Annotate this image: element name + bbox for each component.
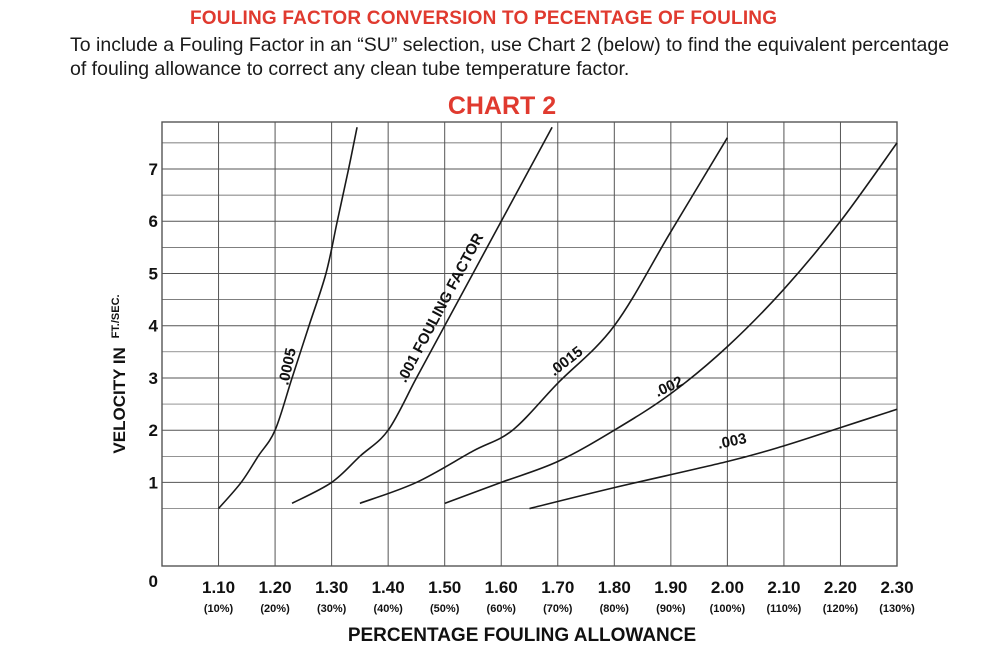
x-tick-label: 1.80 — [598, 578, 631, 597]
x-axis-ticks: 1.10 (10%) 1.20 (20%) 1.30 (30%) 1.40 (40%) 1.50… — [202, 578, 915, 615]
x-tick-sublabel: (30%) — [317, 603, 347, 615]
x-tick-label: 2.00 — [711, 578, 744, 597]
series-line-2 — [359, 137, 729, 505]
y-tick-label: 6 — [149, 212, 158, 231]
x-tick-label: 1.50 — [428, 578, 461, 597]
x-tick-label: 1.40 — [372, 578, 405, 597]
y-tick-label: 7 — [149, 160, 158, 179]
x-tick-sublabel: (40%) — [373, 603, 403, 615]
chart-curve-labels: .0005.001 FOULING FACTOR .0015.002.003 — [275, 230, 748, 452]
x-tick-sublabel: (130%) — [879, 603, 915, 615]
y-axis-label-main: VELOCITY IN — [110, 347, 129, 453]
x-tick-sublabel: (80%) — [600, 603, 630, 615]
x-tick-label: 1.30 — [315, 578, 348, 597]
x-tick-label: 1.60 — [485, 578, 518, 597]
curve-label: .001 FOULING FACTOR — [394, 230, 487, 385]
x-tick-sublabel: (90%) — [656, 603, 686, 615]
x-tick-label: 1.70 — [541, 578, 574, 597]
x-tick-sublabel: (110%) — [766, 603, 801, 615]
x-tick-sublabel: (50%) — [430, 603, 460, 615]
x-tick-label: 1.90 — [654, 578, 687, 597]
y-tick-label: 2 — [149, 421, 158, 440]
x-tick-label: 1.20 — [259, 578, 292, 597]
x-tick-sublabel: (70%) — [543, 603, 573, 615]
plot-frame — [161, 121, 898, 567]
chart-curves — [217, 126, 898, 510]
x-tick-sublabel: (100%) — [710, 603, 746, 615]
chart-title: CHART 2 — [447, 92, 557, 120]
x-tick-label: 2.30 — [880, 578, 913, 597]
x-tick-label: 2.20 — [824, 578, 857, 597]
x-axis-label: PERCENTAGE FOULING ALLOWANCE — [348, 625, 696, 646]
series-line-0 — [217, 127, 358, 510]
x-tick-sublabel: (10%) — [204, 603, 234, 615]
page-heading: FOULING FACTOR CONVERSION TO PECENTAGE O… — [190, 8, 778, 29]
chart-grid — [161, 121, 898, 567]
y-tick-label: 5 — [149, 264, 158, 283]
x-tick-label: 2.10 — [767, 578, 800, 597]
y-tick-label: 1 — [149, 473, 158, 492]
curve-label: .002 — [652, 373, 686, 401]
series-line-3 — [444, 142, 898, 505]
curve-label: .0005 — [275, 346, 299, 386]
x-tick-sublabel: (20%) — [260, 603, 290, 615]
intro-paragraph: To include a Fouling Factor in an “SU” s… — [70, 34, 950, 80]
y-tick-label: 4 — [149, 317, 159, 336]
series-line-1 — [291, 126, 553, 505]
series-line-4 — [529, 408, 898, 510]
y-axis-label-unit: FT./SEC. — [110, 294, 122, 338]
curve-label: .003 — [716, 430, 748, 453]
x-tick-label: 1.10 — [202, 578, 235, 597]
y-axis-label: VELOCITY IN FT./SEC. — [110, 294, 129, 453]
x-tick-sublabel: (60%) — [487, 603, 517, 615]
y-axis-ticks: 1 2 3 4 5 6 7 0 — [149, 160, 159, 591]
x-tick-sublabel: (120%) — [823, 603, 859, 615]
origin-label: 0 — [149, 572, 158, 591]
y-tick-label: 3 — [149, 369, 158, 388]
